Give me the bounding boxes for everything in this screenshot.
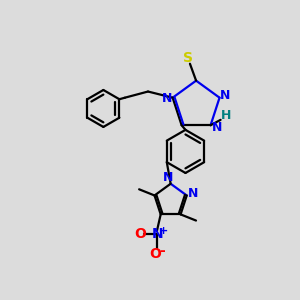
Text: N: N xyxy=(220,89,230,102)
Text: N: N xyxy=(152,226,164,241)
Text: N: N xyxy=(163,171,173,184)
Text: N: N xyxy=(188,188,198,200)
Text: O: O xyxy=(149,247,161,261)
Text: H: H xyxy=(221,109,231,122)
Text: -: - xyxy=(159,244,165,258)
Text: +: + xyxy=(159,226,168,236)
Text: N: N xyxy=(212,121,222,134)
Text: N: N xyxy=(162,92,172,105)
Text: O: O xyxy=(134,226,146,241)
Text: S: S xyxy=(183,51,193,65)
